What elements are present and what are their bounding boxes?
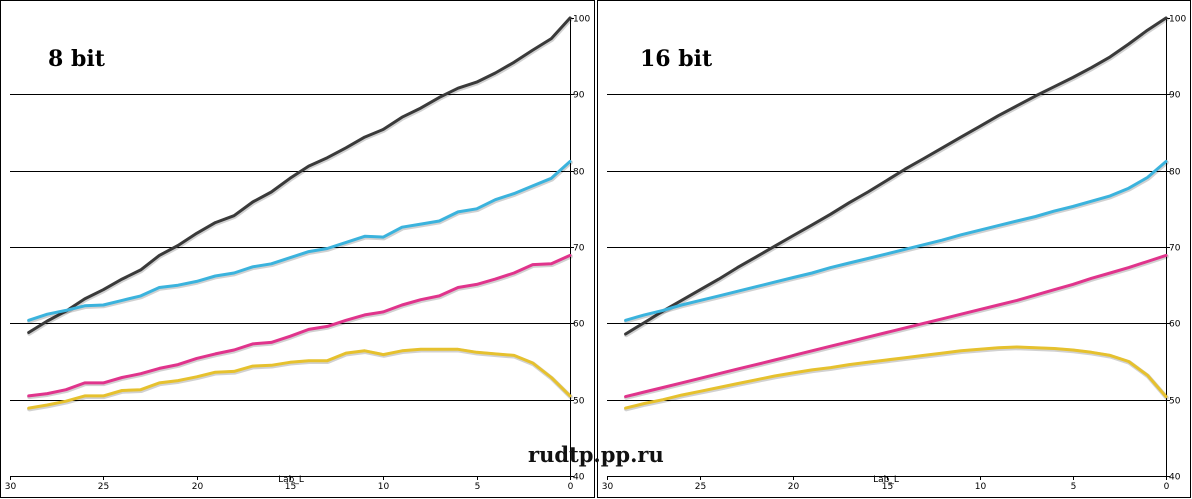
series-line-1 <box>624 160 1168 322</box>
y-tick-label: 40 <box>1169 473 1181 483</box>
x-tick-label: 0 <box>568 482 574 492</box>
y-tick-label: 80 <box>1169 168 1181 178</box>
y-tick-label: 100 <box>1169 15 1186 25</box>
series-line-3 <box>27 347 572 410</box>
series-line-2 <box>27 253 572 398</box>
y-tick-label: 60 <box>1169 320 1181 330</box>
panel-frame <box>597 0 1191 498</box>
y-tick-label: 90 <box>573 91 585 101</box>
x-tick-label: 25 <box>695 482 706 492</box>
x-tick-label: 20 <box>788 482 800 492</box>
y-tick-label: 70 <box>573 244 585 254</box>
y-tick-label: 70 <box>1169 244 1181 254</box>
y-tick-label: 100 <box>573 15 590 25</box>
series-line-3 <box>624 345 1168 410</box>
series-line-1 <box>27 160 572 322</box>
x-tick-label: 15 <box>285 482 296 492</box>
y-tick-label: 90 <box>1169 91 1181 101</box>
x-axis-title: Lab_L <box>873 475 899 485</box>
series-line-0 <box>27 16 572 334</box>
series-line-2 <box>624 253 1168 399</box>
x-tick-label: 25 <box>98 482 109 492</box>
series-line-0 <box>624 16 1168 336</box>
x-tick-label: 0 <box>1164 482 1170 492</box>
chart-title: 8 bit <box>48 46 106 72</box>
x-tick-label: 15 <box>882 482 893 492</box>
x-tick-label: 30 <box>5 482 17 492</box>
y-tick-label: 50 <box>1169 397 1181 407</box>
x-tick-label: 30 <box>602 482 614 492</box>
watermark-text: rudtp.pp.ru <box>528 442 664 467</box>
y-tick-label: 50 <box>573 397 585 407</box>
x-tick-label: 10 <box>975 482 987 492</box>
x-axis-title: Lab_L <box>278 475 304 485</box>
x-tick-label: 5 <box>1071 482 1077 492</box>
x-tick-label: 5 <box>475 482 481 492</box>
y-tick-label: 40 <box>573 473 585 483</box>
panel-frame <box>0 0 595 498</box>
x-tick-label: 10 <box>378 482 390 492</box>
y-tick-label: 60 <box>573 320 585 330</box>
chart-title: 16 bit <box>640 46 713 72</box>
y-tick-label: 80 <box>573 168 585 178</box>
x-tick-label: 20 <box>192 482 204 492</box>
